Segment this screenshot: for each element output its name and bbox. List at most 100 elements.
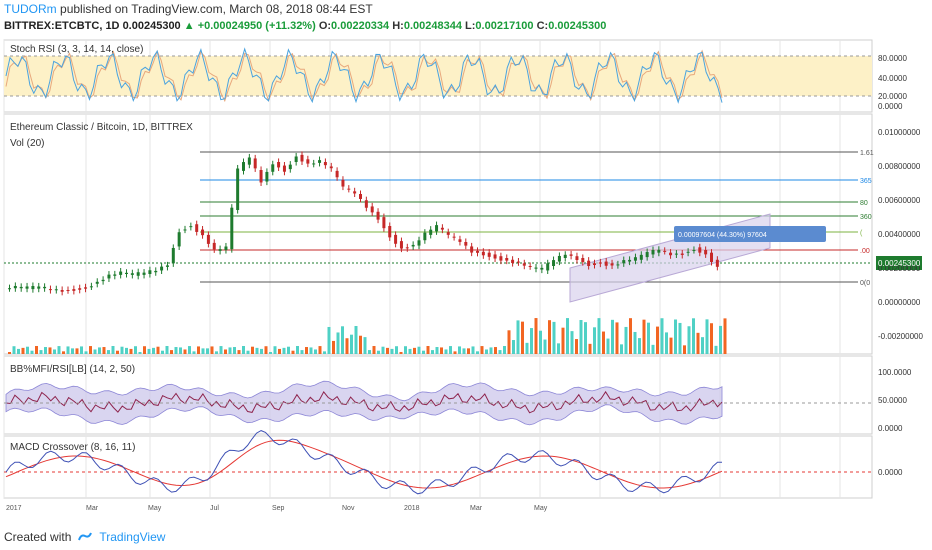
volume-bar xyxy=(395,346,398,354)
close-value: 0.00245300 xyxy=(548,20,607,32)
volume-bar xyxy=(309,347,313,354)
candle xyxy=(335,170,339,178)
candle xyxy=(329,166,333,169)
volume-bar xyxy=(300,350,304,354)
volume-bar xyxy=(147,348,151,354)
candle xyxy=(417,240,421,246)
volume-bar xyxy=(462,348,466,354)
volume-bar xyxy=(57,346,61,354)
volume-bar xyxy=(404,346,407,354)
volume-bar xyxy=(93,349,97,354)
volume-bar xyxy=(633,331,637,354)
volume-bar xyxy=(323,351,326,354)
current-price-box xyxy=(876,256,922,270)
created-with-text: Created with xyxy=(4,530,72,544)
pane-title: Stoch RSI (3, 3, 14, 14, close) xyxy=(10,44,143,55)
volume-bar xyxy=(246,350,250,354)
candle xyxy=(306,159,310,164)
candle xyxy=(84,287,88,289)
candle xyxy=(452,236,456,238)
x-tick-label: Mar xyxy=(470,505,483,512)
volume-bar xyxy=(138,351,142,354)
volume-bar xyxy=(8,352,11,354)
volume-bar xyxy=(435,347,439,354)
volume-bar xyxy=(165,346,169,354)
candle xyxy=(359,194,362,199)
candle xyxy=(72,289,76,291)
pane-title: MACD Crossover (8, 16, 11) xyxy=(10,442,135,453)
tradingview-link[interactable]: TradingView xyxy=(99,530,166,544)
candle xyxy=(435,225,439,232)
volume-bar xyxy=(476,351,479,354)
volume-bar xyxy=(471,346,475,354)
y-tick-label: 0.0000 xyxy=(878,468,903,477)
high-label: H: xyxy=(392,20,404,32)
candle xyxy=(31,286,35,290)
y-tick-label: -0.00200000 xyxy=(878,332,923,341)
chart-area[interactable]: 1.61 365 80 360 (.00 0(0 0.00097604 (44.30%) 9… xyxy=(0,36,932,518)
volume-bar xyxy=(291,350,295,354)
volume-bar xyxy=(399,351,403,354)
volume-bar xyxy=(359,335,362,354)
volume-bar xyxy=(543,339,547,354)
volume-bar xyxy=(161,350,164,354)
volume-bar xyxy=(665,332,668,354)
volume-bar xyxy=(503,346,506,354)
volume-bar xyxy=(431,350,434,354)
candle xyxy=(364,200,368,208)
candle xyxy=(458,239,462,242)
volume-bar xyxy=(701,337,704,354)
candle xyxy=(388,226,392,238)
macd-line xyxy=(5,430,723,495)
volume-bar xyxy=(336,332,340,354)
up-arrow-icon: ▲ xyxy=(183,20,195,32)
candle xyxy=(171,247,175,264)
volume-bar xyxy=(642,319,646,354)
volume-bar xyxy=(381,346,385,354)
volume-bar xyxy=(179,347,182,354)
candle xyxy=(710,252,713,262)
volume-bar xyxy=(548,320,551,354)
volume-bar xyxy=(723,318,727,354)
pane-title: BB%MFI/RSI[LB] (14, 2, 50) xyxy=(10,364,135,375)
y-tick-label: 80.0000 xyxy=(878,54,907,63)
candle xyxy=(282,165,286,172)
candle xyxy=(212,242,216,250)
volume-bar xyxy=(273,346,277,354)
volume-bar xyxy=(89,346,92,354)
candle xyxy=(563,254,567,258)
volume-bar xyxy=(62,351,65,354)
volume-bar xyxy=(156,346,160,354)
volume-bar xyxy=(719,325,722,354)
candle xyxy=(201,229,205,236)
candle xyxy=(698,247,702,253)
volume-bar xyxy=(710,323,713,354)
symbol-label[interactable]: BITTREX:ETCBTC, 1D xyxy=(4,20,120,32)
footer: Created with TradingView xyxy=(4,530,165,544)
volume-bar xyxy=(566,318,569,354)
candle xyxy=(107,274,111,279)
candle xyxy=(516,261,520,263)
volume-bar xyxy=(696,332,700,354)
candle xyxy=(37,286,41,289)
volume-bar xyxy=(678,322,682,354)
author-link[interactable]: TUDORm xyxy=(4,2,57,16)
volume-bar xyxy=(170,350,173,354)
volume-bar xyxy=(327,326,331,354)
volume-bar xyxy=(669,337,673,354)
volume-bar xyxy=(485,349,488,354)
volume-bar xyxy=(692,318,695,354)
volume-bar xyxy=(197,346,200,354)
candle xyxy=(259,170,263,183)
candle xyxy=(604,261,608,266)
header-ohlc: BITTREX:ETCBTC, 1D 0.00245300 ▲ +0.00024… xyxy=(4,20,606,32)
pane-title: Ethereum Classic / Bitcoin, 1D, BITTREX xyxy=(10,122,193,133)
candle xyxy=(165,265,169,267)
candle xyxy=(312,163,316,165)
candle xyxy=(715,259,719,267)
volume-bar xyxy=(12,346,16,354)
high-value: 0.00248344 xyxy=(403,20,462,32)
candle xyxy=(657,249,661,253)
fib-label: ( xyxy=(860,230,863,237)
candle xyxy=(628,259,632,262)
